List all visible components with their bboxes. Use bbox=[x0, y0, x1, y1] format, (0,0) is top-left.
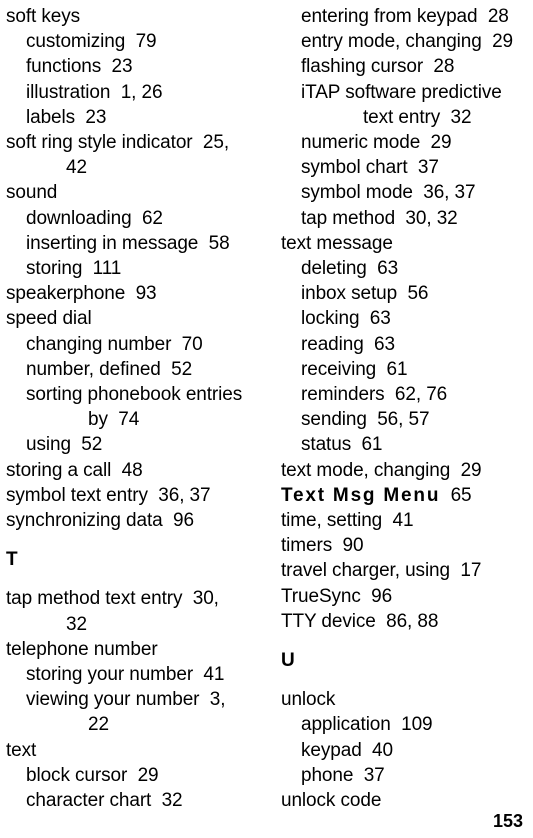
index-entry: numeric mode 29 bbox=[281, 130, 531, 155]
index-entry: T bbox=[6, 547, 281, 572]
index-entry: speakerphone 93 bbox=[6, 281, 281, 306]
index-entry: by 74 bbox=[6, 407, 281, 432]
page-number: 153 bbox=[493, 811, 523, 832]
index-entry: soft keys bbox=[6, 4, 281, 29]
index-entry: number, defined 52 bbox=[6, 357, 281, 382]
index-entry: 22 bbox=[6, 712, 281, 737]
index-entry: soft ring style indicator 25, bbox=[6, 130, 281, 155]
index-entry: locking 63 bbox=[281, 306, 531, 331]
index-entry: text bbox=[6, 738, 281, 763]
index-entry: flashing cursor 28 bbox=[281, 54, 531, 79]
index-entry: TrueSync 96 bbox=[281, 584, 531, 609]
index-entry: using 52 bbox=[6, 432, 281, 457]
right-column: entering from keypad 28entry mode, chang… bbox=[281, 4, 531, 813]
left-column: soft keyscustomizing 79functions 23illus… bbox=[0, 4, 281, 813]
index-entry: functions 23 bbox=[6, 54, 281, 79]
index-entry: speed dial bbox=[6, 306, 281, 331]
index-entry: symbol mode 36, 37 bbox=[281, 180, 531, 205]
index-entry: storing a call 48 bbox=[6, 458, 281, 483]
index-entry: text message bbox=[281, 231, 531, 256]
index-entry: customizing 79 bbox=[6, 29, 281, 54]
index-entry: status 61 bbox=[281, 432, 531, 457]
index-entry: text entry 32 bbox=[281, 105, 531, 130]
index-entry: reading 63 bbox=[281, 332, 531, 357]
index-entry: 32 bbox=[6, 612, 281, 637]
index-entry: U bbox=[281, 648, 531, 673]
columns-container: soft keyscustomizing 79functions 23illus… bbox=[0, 0, 533, 813]
index-entry: Text Msg Menu 65 bbox=[281, 483, 531, 508]
index-entry: changing number 70 bbox=[6, 332, 281, 357]
index-entry: 42 bbox=[6, 155, 281, 180]
index-entry: travel charger, using 17 bbox=[281, 558, 531, 583]
index-entry: TTY device 86, 88 bbox=[281, 609, 531, 634]
index-entry: phone 37 bbox=[281, 763, 531, 788]
index-entry: illustration 1, 26 bbox=[6, 80, 281, 105]
index-entry: unlock bbox=[281, 687, 531, 712]
index-entry: character chart 32 bbox=[6, 788, 281, 813]
index-entry: symbol text entry 36, 37 bbox=[6, 483, 281, 508]
index-entry: sending 56, 57 bbox=[281, 407, 531, 432]
index-entry: viewing your number 3, bbox=[6, 687, 281, 712]
index-entry: keypad 40 bbox=[281, 738, 531, 763]
index-entry: time, setting 41 bbox=[281, 508, 531, 533]
index-entry: sorting phonebook entries bbox=[6, 382, 281, 407]
index-entry: unlock code bbox=[281, 788, 531, 813]
index-entry: text mode, changing 29 bbox=[281, 458, 531, 483]
index-entry: synchronizing data 96 bbox=[6, 508, 281, 533]
index-entry: sound bbox=[6, 180, 281, 205]
page: soft keyscustomizing 79functions 23illus… bbox=[0, 0, 533, 838]
index-entry: downloading 62 bbox=[6, 206, 281, 231]
index-entry: reminders 62, 76 bbox=[281, 382, 531, 407]
index-entry: deleting 63 bbox=[281, 256, 531, 281]
index-entry: entry mode, changing 29 bbox=[281, 29, 531, 54]
index-entry: timers 90 bbox=[281, 533, 531, 558]
index-entry: iTAP software predictive bbox=[281, 80, 531, 105]
index-entry: symbol chart 37 bbox=[281, 155, 531, 180]
index-entry: application 109 bbox=[281, 712, 531, 737]
index-entry: tap method text entry 30, bbox=[6, 586, 281, 611]
index-entry: receiving 61 bbox=[281, 357, 531, 382]
index-entry: storing 111 bbox=[6, 256, 281, 281]
index-entry: storing your number 41 bbox=[6, 662, 281, 687]
index-entry: block cursor 29 bbox=[6, 763, 281, 788]
index-entry: labels 23 bbox=[6, 105, 281, 130]
index-entry: inserting in message 58 bbox=[6, 231, 281, 256]
index-entry: entering from keypad 28 bbox=[281, 4, 531, 29]
index-entry: tap method 30, 32 bbox=[281, 206, 531, 231]
index-entry: inbox setup 56 bbox=[281, 281, 531, 306]
index-entry: telephone number bbox=[6, 637, 281, 662]
